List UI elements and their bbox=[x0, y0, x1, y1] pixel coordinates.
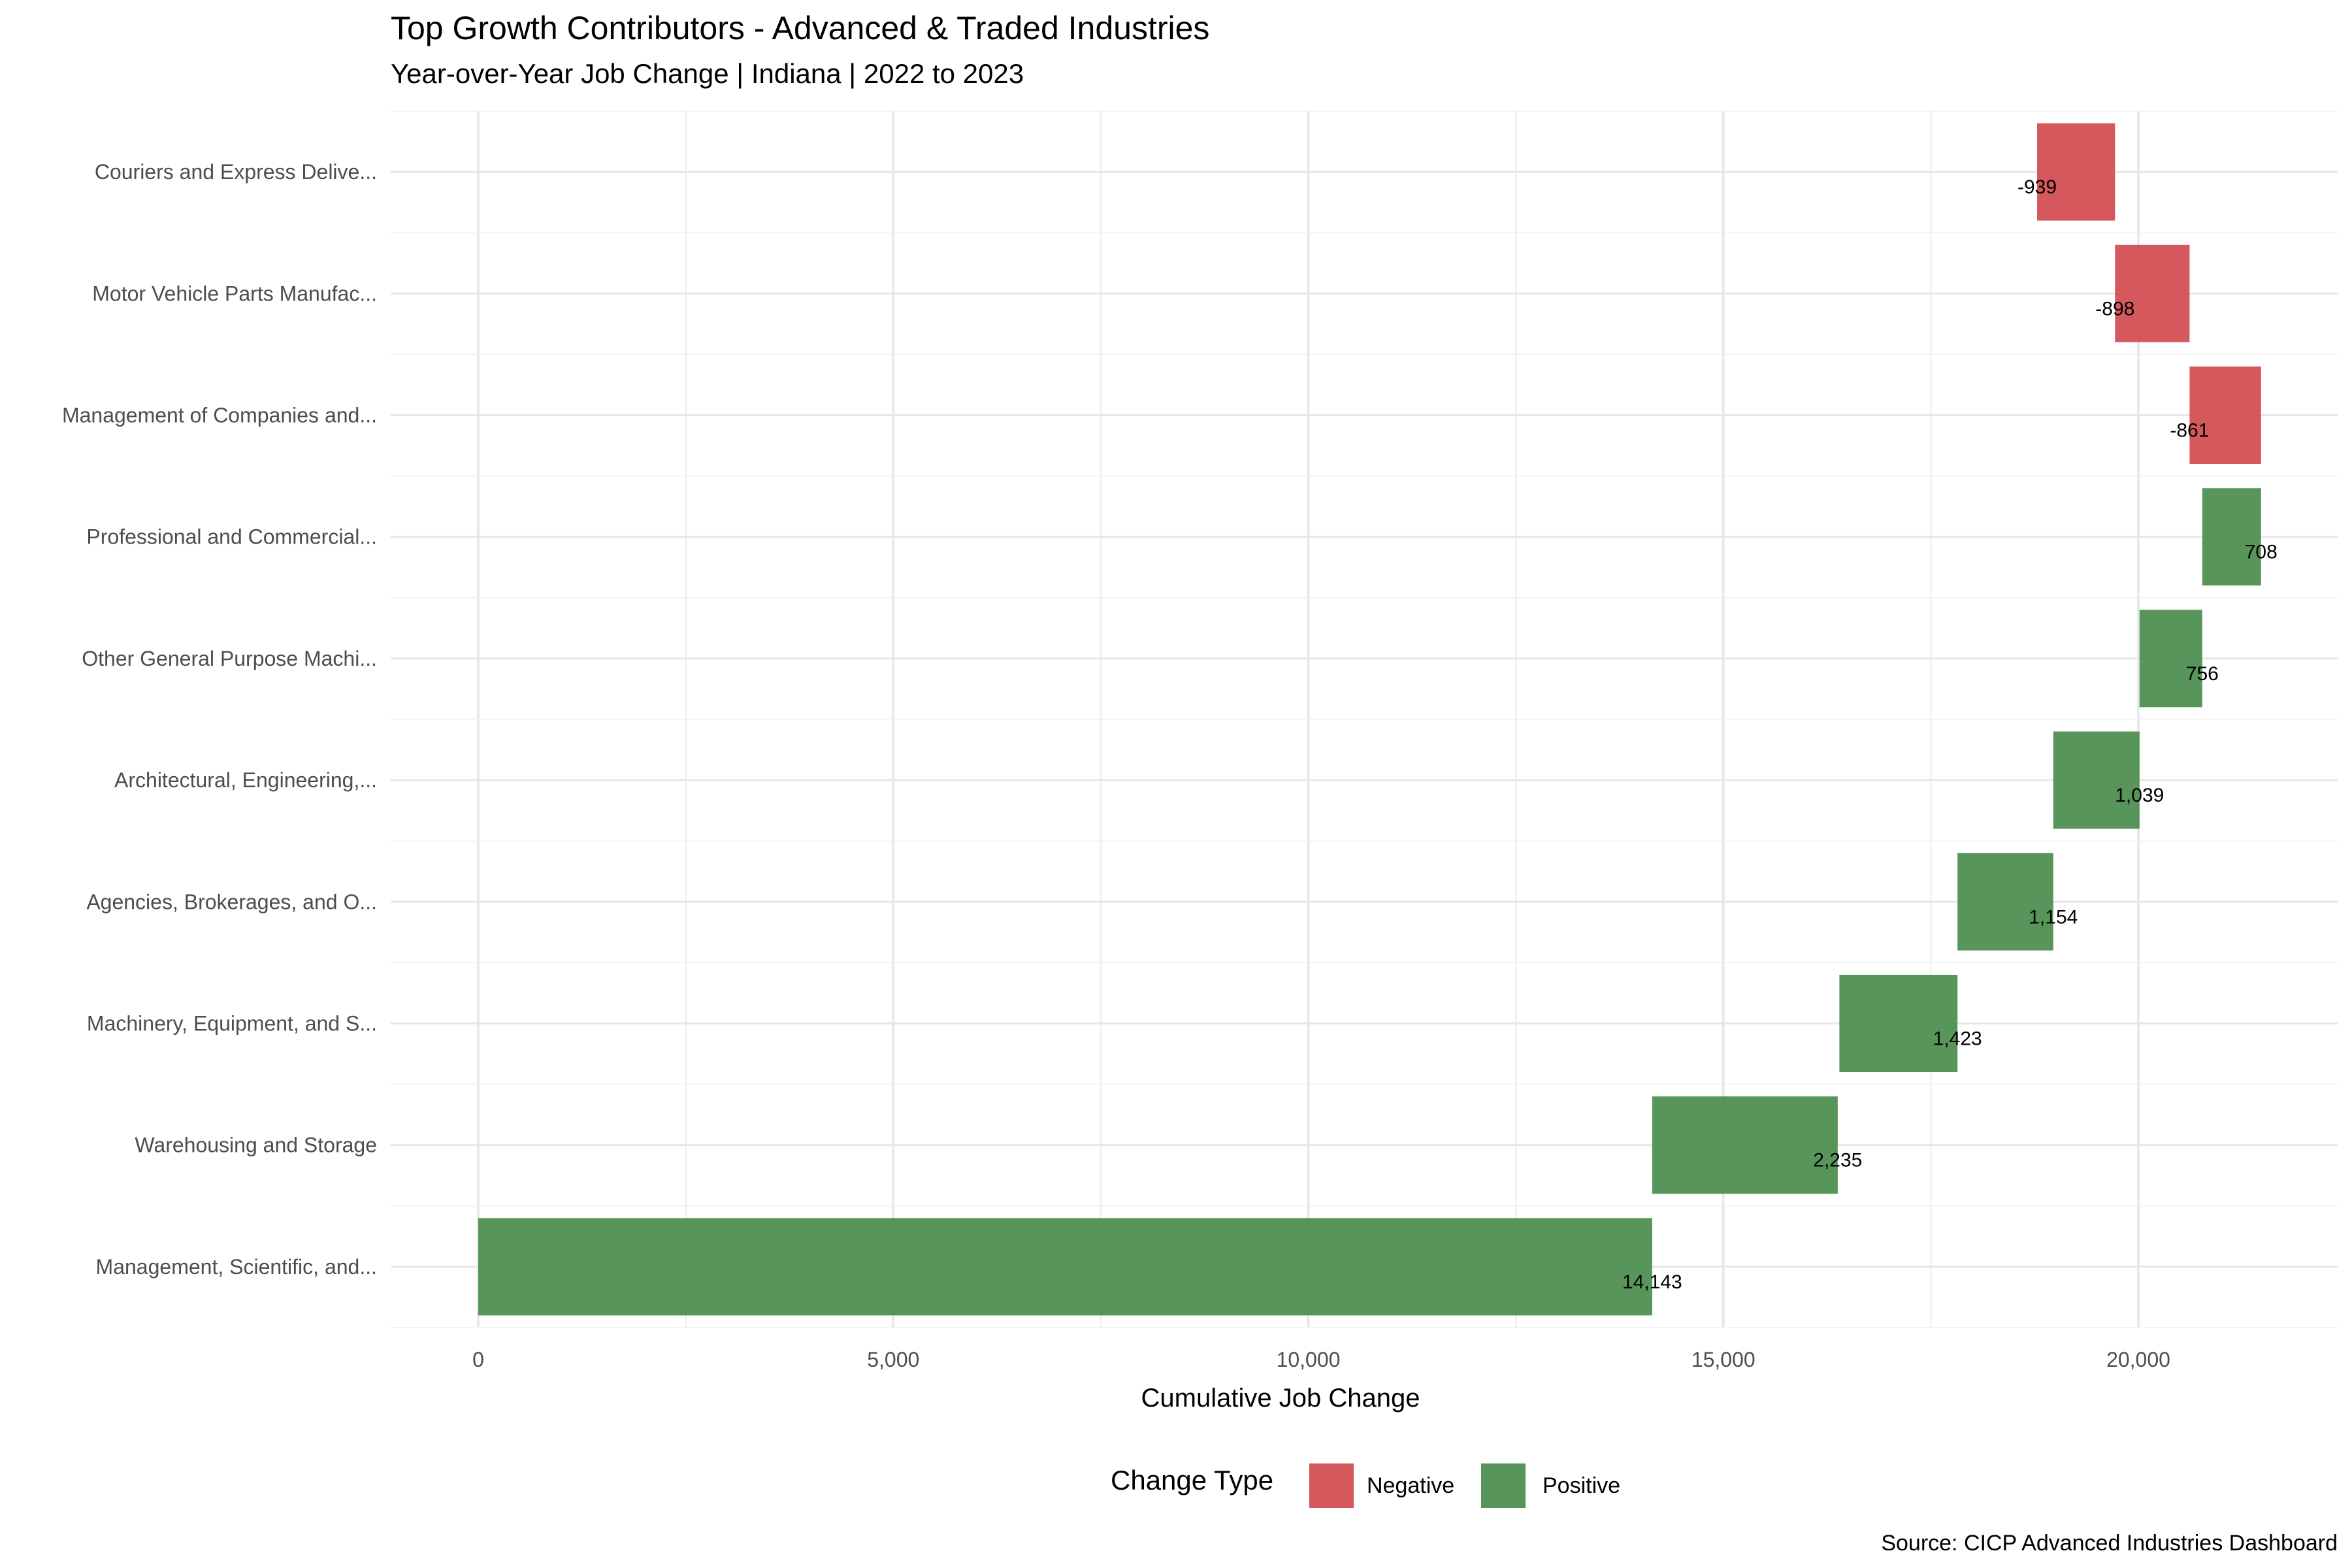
x-tick-label: 5,000 bbox=[867, 1348, 919, 1371]
legend-label-negative: Negative bbox=[1367, 1473, 1454, 1498]
category-label: Motor Vehicle Parts Manufac... bbox=[92, 282, 377, 305]
bar-positive bbox=[1839, 975, 1958, 1072]
bar-negative bbox=[2036, 123, 2115, 221]
bar-value-label: 14,143 bbox=[1622, 1271, 1682, 1293]
legend-key-positive bbox=[1481, 1463, 1526, 1508]
legend-label-positive: Positive bbox=[1543, 1473, 1620, 1498]
bar-value-label: 1,423 bbox=[1933, 1028, 1982, 1050]
x-tick-label: 0 bbox=[472, 1348, 484, 1371]
legend-title: Change Type bbox=[1111, 1465, 1273, 1495]
category-label: Warehousing and Storage bbox=[135, 1134, 377, 1157]
x-tick-label: 20,000 bbox=[2106, 1348, 2170, 1371]
category-label: Agencies, Brokerages, and O... bbox=[86, 890, 377, 913]
legend-key-negative bbox=[1309, 1463, 1354, 1508]
category-label: Couriers and Express Delive... bbox=[95, 160, 377, 184]
bar-positive bbox=[2053, 731, 2140, 829]
x-tick-label: 10,000 bbox=[1277, 1348, 1341, 1371]
chart-title: Top Growth Contributors - Advanced & Tra… bbox=[391, 10, 1209, 46]
bar-positive bbox=[478, 1218, 1652, 1316]
bar-positive bbox=[1957, 853, 2053, 951]
x-axis-title: Cumulative Job Change bbox=[1141, 1384, 1420, 1413]
bar-value-label: 1,154 bbox=[2029, 906, 2078, 928]
bar-positive bbox=[2202, 488, 2261, 586]
bar-value-label: -939 bbox=[2017, 176, 2057, 198]
legend: Change Type Negative Positive bbox=[1111, 1463, 1620, 1508]
category-label: Other General Purpose Machi... bbox=[82, 647, 377, 670]
source-caption: Source: CICP Advanced Industries Dashboa… bbox=[1881, 1531, 2338, 1556]
legend-entries: Negative Positive bbox=[1309, 1463, 1620, 1508]
bar-negative bbox=[2189, 367, 2261, 464]
bar-value-label: 1,039 bbox=[2115, 785, 2164, 806]
category-labels: Couriers and Express Delive... Motor Vehi… bbox=[62, 160, 377, 1279]
x-tick-label: 15,000 bbox=[1691, 1348, 1756, 1371]
bar-positive bbox=[2139, 610, 2202, 708]
bar-negative bbox=[2115, 244, 2190, 342]
data-labels: -939 -898 -861 708 756 1,039 1,154 1,423 2,235 14… bbox=[1622, 176, 2278, 1293]
bar-positive bbox=[1652, 1096, 1838, 1194]
category-label: Architectural, Engineering,... bbox=[114, 768, 377, 792]
bar-value-label: -861 bbox=[2170, 420, 2209, 442]
bar-value-label: 756 bbox=[2186, 663, 2219, 685]
category-label: Machinery, Equipment, and S... bbox=[87, 1012, 377, 1036]
category-label: Professional and Commercial... bbox=[86, 525, 377, 549]
bar-value-label: 2,235 bbox=[1813, 1150, 1862, 1171]
chart-subtitle: Year-over-Year Job Change | Indiana | 20… bbox=[391, 58, 1024, 89]
category-label: Management of Companies and... bbox=[62, 404, 377, 427]
bar-value-label: 708 bbox=[2245, 542, 2278, 563]
x-tick-labels: 0 5,000 10,000 15,000 20,000 bbox=[472, 1348, 2170, 1371]
category-label: Management, Scientific, and... bbox=[96, 1255, 377, 1279]
grid-lines bbox=[391, 110, 2338, 1328]
bars bbox=[478, 123, 2261, 1316]
bar-value-label: -898 bbox=[2095, 298, 2134, 319]
